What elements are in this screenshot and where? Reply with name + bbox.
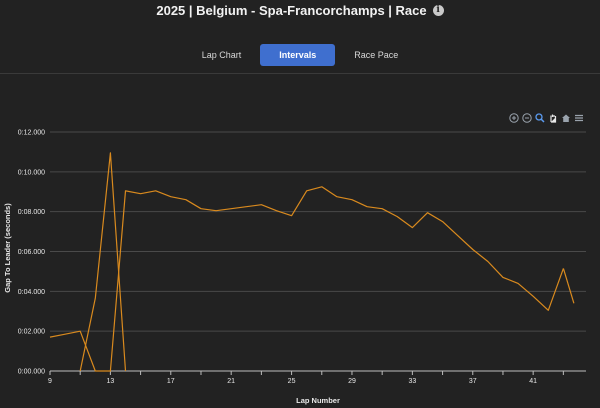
x-axis-label: Lap Number bbox=[296, 396, 340, 405]
page-title: 2025 | Belgium - Spa-Francorchamps | Rac… bbox=[156, 2, 427, 18]
x-tick-label: 17 bbox=[167, 378, 175, 385]
header-divider bbox=[0, 73, 600, 74]
x-tick-label: 9 bbox=[48, 378, 52, 385]
x-tick-label: 25 bbox=[288, 378, 296, 385]
grid-lines bbox=[50, 131, 586, 372]
menu-icon[interactable] bbox=[574, 113, 584, 123]
x-tick-label: 33 bbox=[408, 378, 416, 385]
x-tick-label: 41 bbox=[529, 378, 537, 385]
x-tick-label: 29 bbox=[348, 378, 356, 385]
x-tick-label: 21 bbox=[227, 378, 235, 385]
tab-lap-chart[interactable]: Lap Chart bbox=[201, 50, 242, 60]
pan-hand-icon[interactable] bbox=[548, 113, 558, 123]
x-tick-label: 13 bbox=[106, 378, 114, 385]
tab-intervals[interactable]: Intervals bbox=[260, 44, 336, 66]
y-tick-label: 0:12.000 bbox=[18, 130, 45, 137]
y-tick-labels: 0:00.000 0:02.000 0:04.000 0:06.000 0:08.000… bbox=[18, 130, 45, 376]
y-axis-label: Gap To Leader (seconds) bbox=[3, 203, 12, 293]
page-header: 2025 | Belgium - Spa-Francorchamps | Rac… bbox=[0, 0, 600, 20]
zoom-in-icon[interactable] bbox=[509, 113, 519, 123]
y-tick-label: 0:10.000 bbox=[18, 169, 45, 176]
info-icon[interactable]: i bbox=[432, 4, 444, 16]
chart-toolbar bbox=[509, 113, 584, 123]
y-tick-label: 0:04.000 bbox=[18, 289, 45, 296]
series-line-1 bbox=[562, 268, 575, 304]
home-icon[interactable] bbox=[561, 113, 571, 123]
zoom-select-icon[interactable] bbox=[535, 113, 545, 123]
y-tick-label: 0:08.000 bbox=[18, 209, 45, 216]
series-line-0 bbox=[49, 186, 564, 372]
series-line-2 bbox=[79, 152, 127, 372]
y-tick-label: 0:00.000 bbox=[18, 369, 45, 376]
y-tick-label: 0:02.000 bbox=[18, 329, 45, 336]
zoom-out-icon[interactable] bbox=[522, 113, 532, 123]
x-tick-label: 37 bbox=[469, 378, 477, 385]
y-tick-label: 0:06.000 bbox=[18, 249, 45, 256]
series-lines bbox=[49, 152, 575, 372]
chart-tabs: Lap Chart Intervals Race Pace bbox=[0, 44, 600, 66]
tab-race-pace[interactable]: Race Pace bbox=[354, 50, 399, 60]
x-tick-labels: 9 13 17 21 25 29 33 37 41 bbox=[48, 371, 564, 385]
